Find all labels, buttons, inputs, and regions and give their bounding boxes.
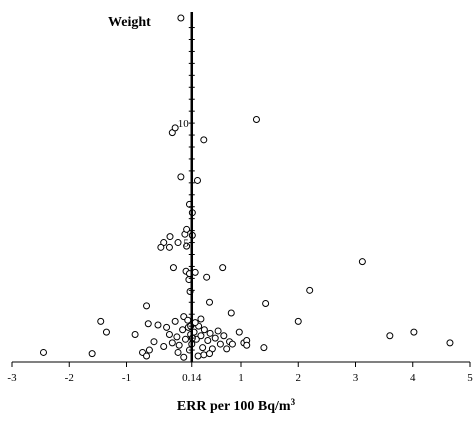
- data-point: [191, 268, 199, 276]
- data-point: [179, 326, 187, 334]
- data-point: [197, 315, 205, 323]
- y-tick-label: 10: [178, 118, 190, 130]
- x-tick-label: 4: [410, 372, 416, 384]
- axis-ticks: -3 -2 -1 0.14 1 2 3 4 5 5 10: [7, 27, 473, 384]
- data-point: [235, 328, 243, 336]
- data-point: [177, 14, 185, 22]
- data-point: [262, 299, 270, 307]
- data-point: [219, 264, 227, 272]
- data-point: [131, 331, 139, 339]
- data-point: [163, 323, 171, 331]
- x-tick-label: -1: [122, 372, 131, 384]
- data-point: [252, 116, 260, 124]
- data-point: [358, 258, 366, 266]
- data-point: [227, 309, 235, 317]
- data-point: [166, 233, 174, 241]
- data-point: [174, 348, 182, 356]
- data-point: [165, 243, 173, 251]
- data-point: [206, 350, 214, 358]
- data-point: [157, 243, 165, 251]
- data-point: [206, 298, 214, 306]
- data-point: [306, 286, 314, 294]
- data-point: [193, 176, 201, 184]
- data-point: [183, 225, 191, 233]
- data-point: [165, 331, 173, 339]
- data-point: [294, 317, 302, 325]
- data-point: [183, 242, 191, 250]
- data-point: [160, 342, 168, 350]
- data-point: [175, 341, 183, 349]
- data-point: [150, 338, 158, 346]
- data-point: [102, 328, 110, 336]
- data-point: [220, 332, 228, 340]
- data-point: [223, 345, 231, 353]
- data-point: [184, 316, 192, 324]
- data-point: [154, 321, 162, 329]
- x-axis-title: ERR per 100 Bq/m3: [177, 397, 296, 414]
- y-tick-label: 5: [183, 238, 189, 250]
- data-point: [144, 320, 152, 328]
- data-point: [194, 352, 202, 360]
- x-tick-label: 2: [296, 372, 302, 384]
- data-point: [168, 339, 176, 347]
- data-point: [200, 326, 208, 334]
- data-point: [260, 344, 268, 352]
- data-point: [214, 327, 222, 335]
- data-point: [446, 339, 454, 347]
- data-point: [386, 332, 394, 340]
- x-tick-label: -2: [65, 372, 74, 384]
- data-point: [206, 329, 214, 337]
- data-point: [197, 332, 205, 340]
- data-point: [204, 337, 212, 344]
- data-point: [171, 317, 179, 325]
- data-point: [97, 317, 105, 325]
- data-point: [145, 346, 153, 354]
- data-point: [200, 136, 208, 144]
- data-point: [211, 334, 219, 342]
- data-point: [199, 344, 207, 352]
- data-point: [143, 302, 151, 310]
- x-tick-label: 1: [238, 372, 244, 384]
- data-point: [39, 348, 47, 356]
- x-tick-label: 3: [353, 372, 359, 384]
- data-point: [88, 350, 96, 358]
- data-point: [410, 328, 418, 336]
- data-point: [180, 353, 188, 361]
- data-point: [169, 264, 177, 272]
- data-point: [177, 173, 185, 181]
- y-axis-title: Weight: [108, 15, 151, 30]
- data-point: [243, 341, 251, 349]
- x-tick-label: 5: [467, 372, 473, 384]
- data-point: [200, 351, 208, 359]
- data-point: [181, 335, 189, 343]
- data-point: [143, 352, 151, 360]
- data-point: [171, 124, 179, 132]
- data-point: [174, 239, 182, 247]
- x-tick-label: 0.14: [182, 372, 202, 384]
- data-points: [39, 14, 454, 361]
- data-point: [173, 333, 181, 341]
- data-point: [216, 340, 224, 348]
- x-tick-label: -3: [7, 372, 17, 384]
- data-point: [228, 340, 236, 348]
- data-point: [203, 273, 211, 281]
